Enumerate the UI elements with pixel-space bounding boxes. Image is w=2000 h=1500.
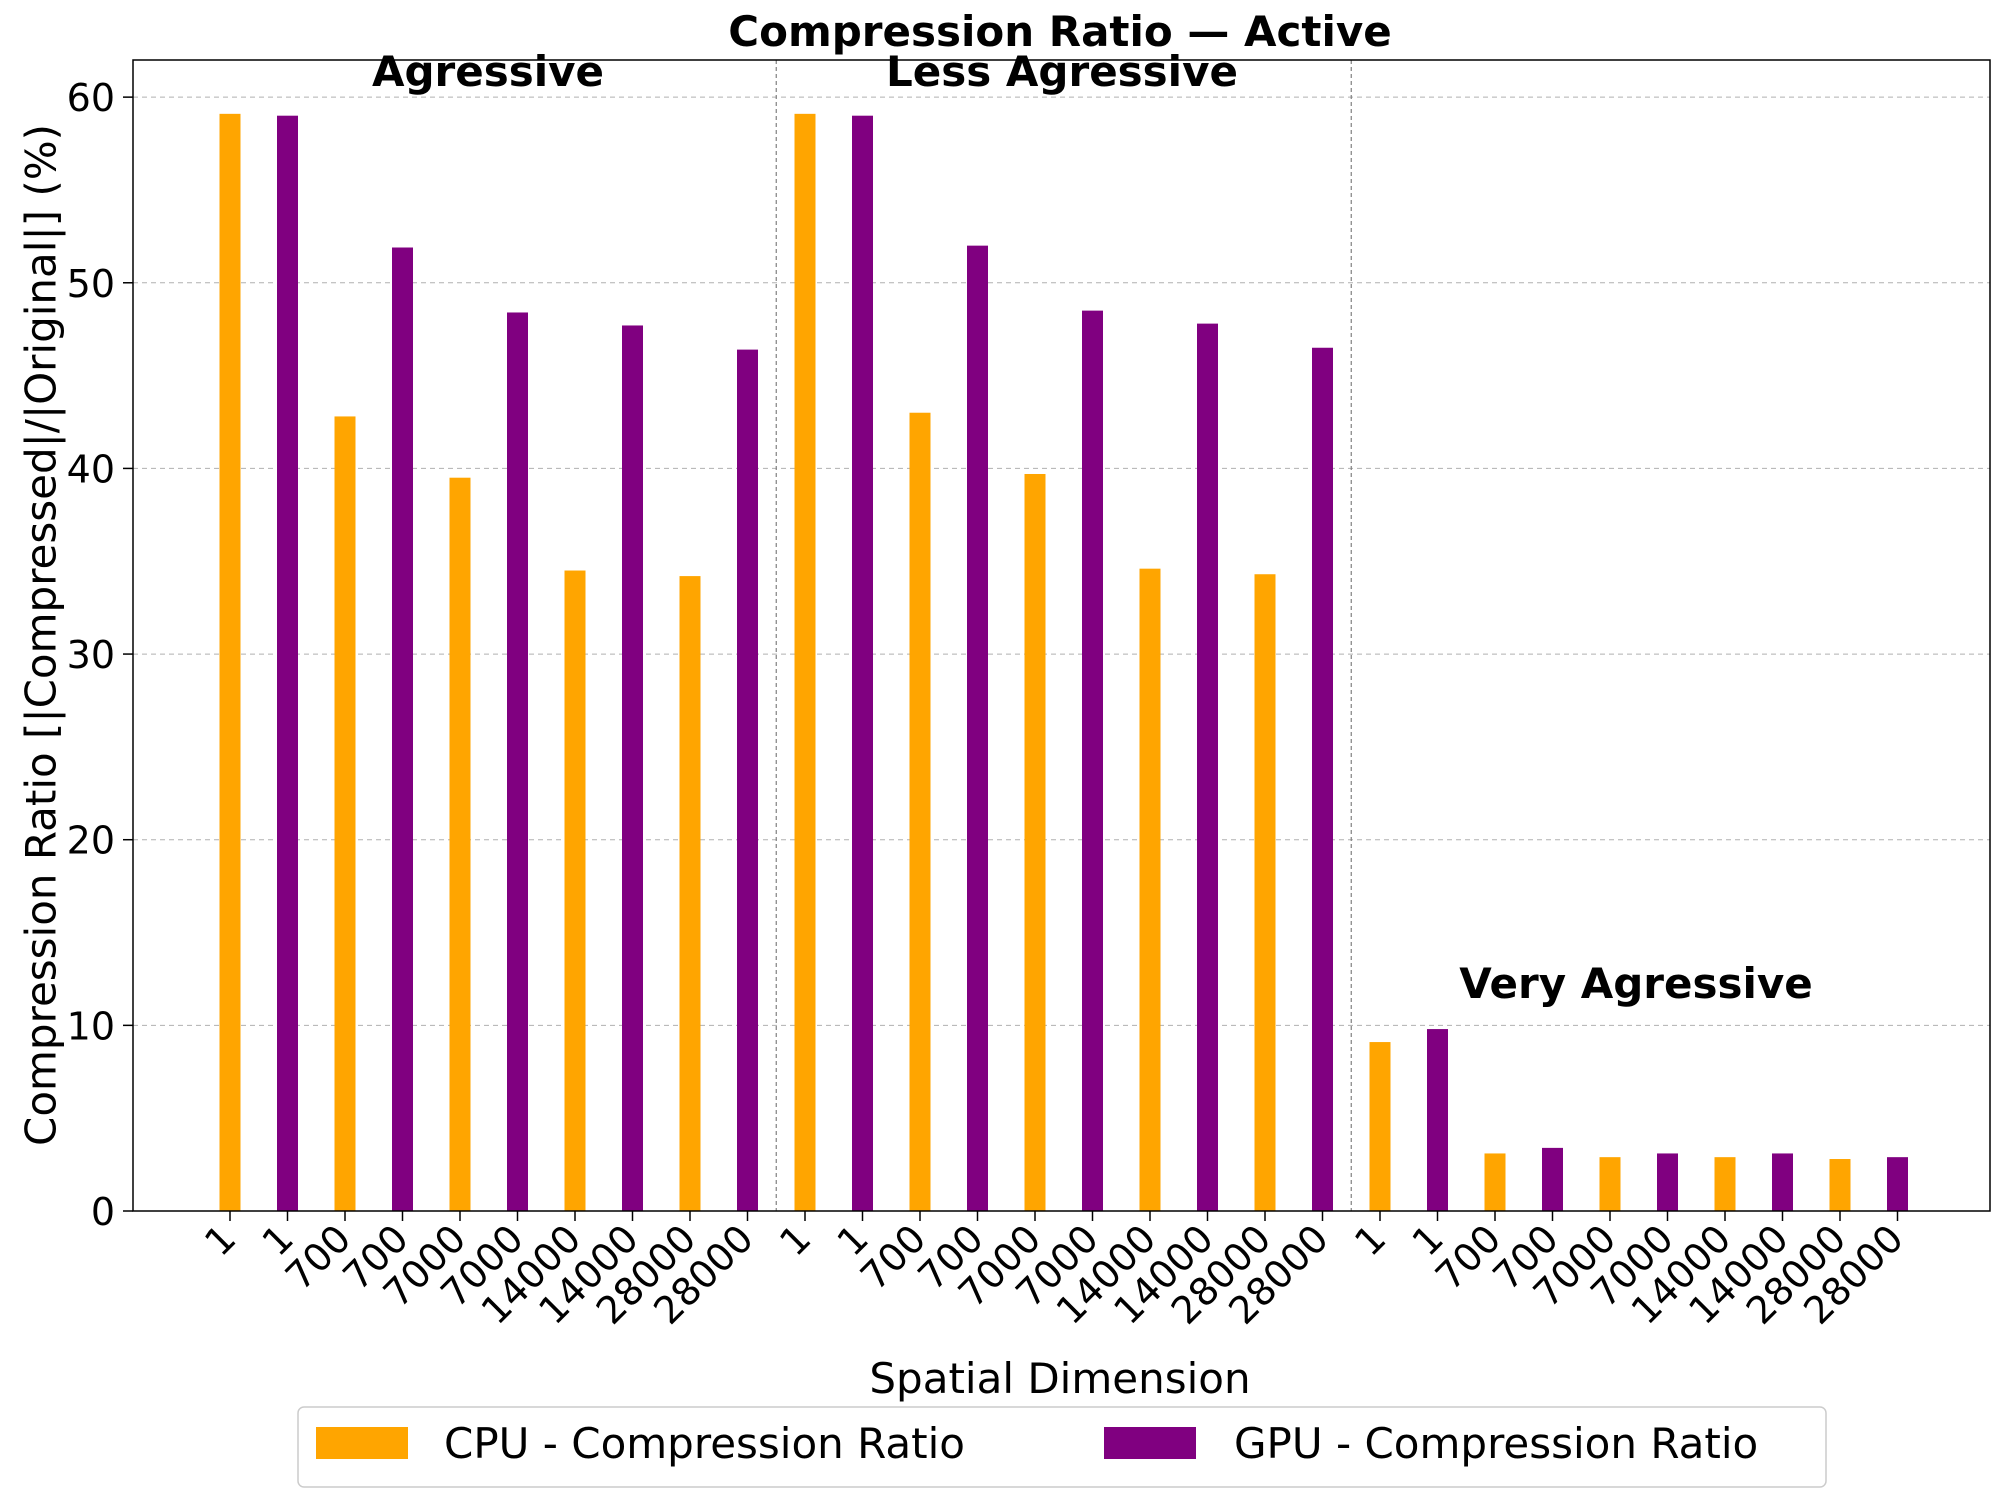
y-axis-label: Compression Ratio [|Compressed|/|Origina… [17, 124, 66, 1146]
bar-gpu [1427, 1029, 1448, 1211]
bar-gpu [1887, 1157, 1908, 1211]
bar-gpu [852, 115, 873, 1211]
bar-cpu [1714, 1157, 1736, 1211]
x-axis-label: Spatial Dimension [869, 1354, 1250, 1403]
y-tick-label: 50 [67, 262, 115, 306]
bar-gpu [1542, 1147, 1563, 1211]
bar-gpu [1197, 323, 1218, 1212]
y-tick-label: 40 [67, 447, 115, 491]
bar-cpu [1024, 473, 1046, 1211]
x-tick-label: 1 [196, 1216, 244, 1264]
bar-gpu [507, 312, 528, 1211]
x-tick-label: 1 [1346, 1216, 1394, 1264]
bar-gpu [1772, 1153, 1793, 1211]
legend-label-gpu: GPU - Compression Ratio [1234, 1419, 1758, 1468]
bar-cpu [219, 113, 241, 1211]
bar-cpu [1369, 1042, 1391, 1211]
bar-cpu [449, 477, 471, 1211]
y-tick-label: 0 [91, 1190, 115, 1234]
bar-gpu [1082, 310, 1103, 1211]
bar-cpu [1254, 574, 1276, 1211]
chart-title: Compression Ratio — Active [728, 7, 1391, 56]
y-tick-label: 10 [67, 1004, 115, 1048]
bar-cpu [334, 416, 356, 1211]
bar-gpu [622, 325, 643, 1211]
bar-cpu [564, 570, 586, 1211]
bar-gpu [737, 349, 758, 1211]
legend-swatch-gpu [1104, 1427, 1196, 1459]
group-label: Very Agressive [1459, 959, 1812, 1008]
bar-gpu [392, 247, 413, 1212]
bar-cpu [1829, 1159, 1851, 1211]
legend-label-cpu: CPU - Compression Ratio [444, 1419, 965, 1468]
group-label: Less Agressive [886, 47, 1238, 96]
bar-cpu [1484, 1153, 1506, 1211]
bar-cpu [679, 576, 701, 1211]
legend: CPU - Compression Ratio GPU - Compressio… [297, 1406, 1827, 1488]
bar-cpu [909, 412, 931, 1211]
bar-cpu [1139, 568, 1161, 1211]
group-labels: Agressive Less Agressive Very Agressive [372, 47, 1813, 1008]
x-tick-label: 1 [771, 1216, 819, 1264]
y-axis-ticks: 0 10 20 30 40 50 60 [67, 76, 133, 1234]
legend-box [297, 1406, 1827, 1488]
bar-gpu [1312, 347, 1333, 1211]
legend-swatch-cpu [316, 1427, 408, 1459]
bar-cpu [1599, 1157, 1621, 1211]
group-separators [775, 60, 1352, 1211]
y-tick-label: 60 [67, 76, 115, 120]
bar-gpu [967, 245, 988, 1212]
bars [219, 113, 1908, 1212]
group-label: Agressive [372, 47, 604, 96]
bar-gpu [1657, 1153, 1678, 1211]
bar-gpu [277, 115, 298, 1211]
y-tick-label: 20 [67, 819, 115, 863]
plot-frame [132, 59, 1991, 1212]
y-tick-label: 30 [67, 633, 115, 677]
bar-cpu [794, 113, 816, 1211]
